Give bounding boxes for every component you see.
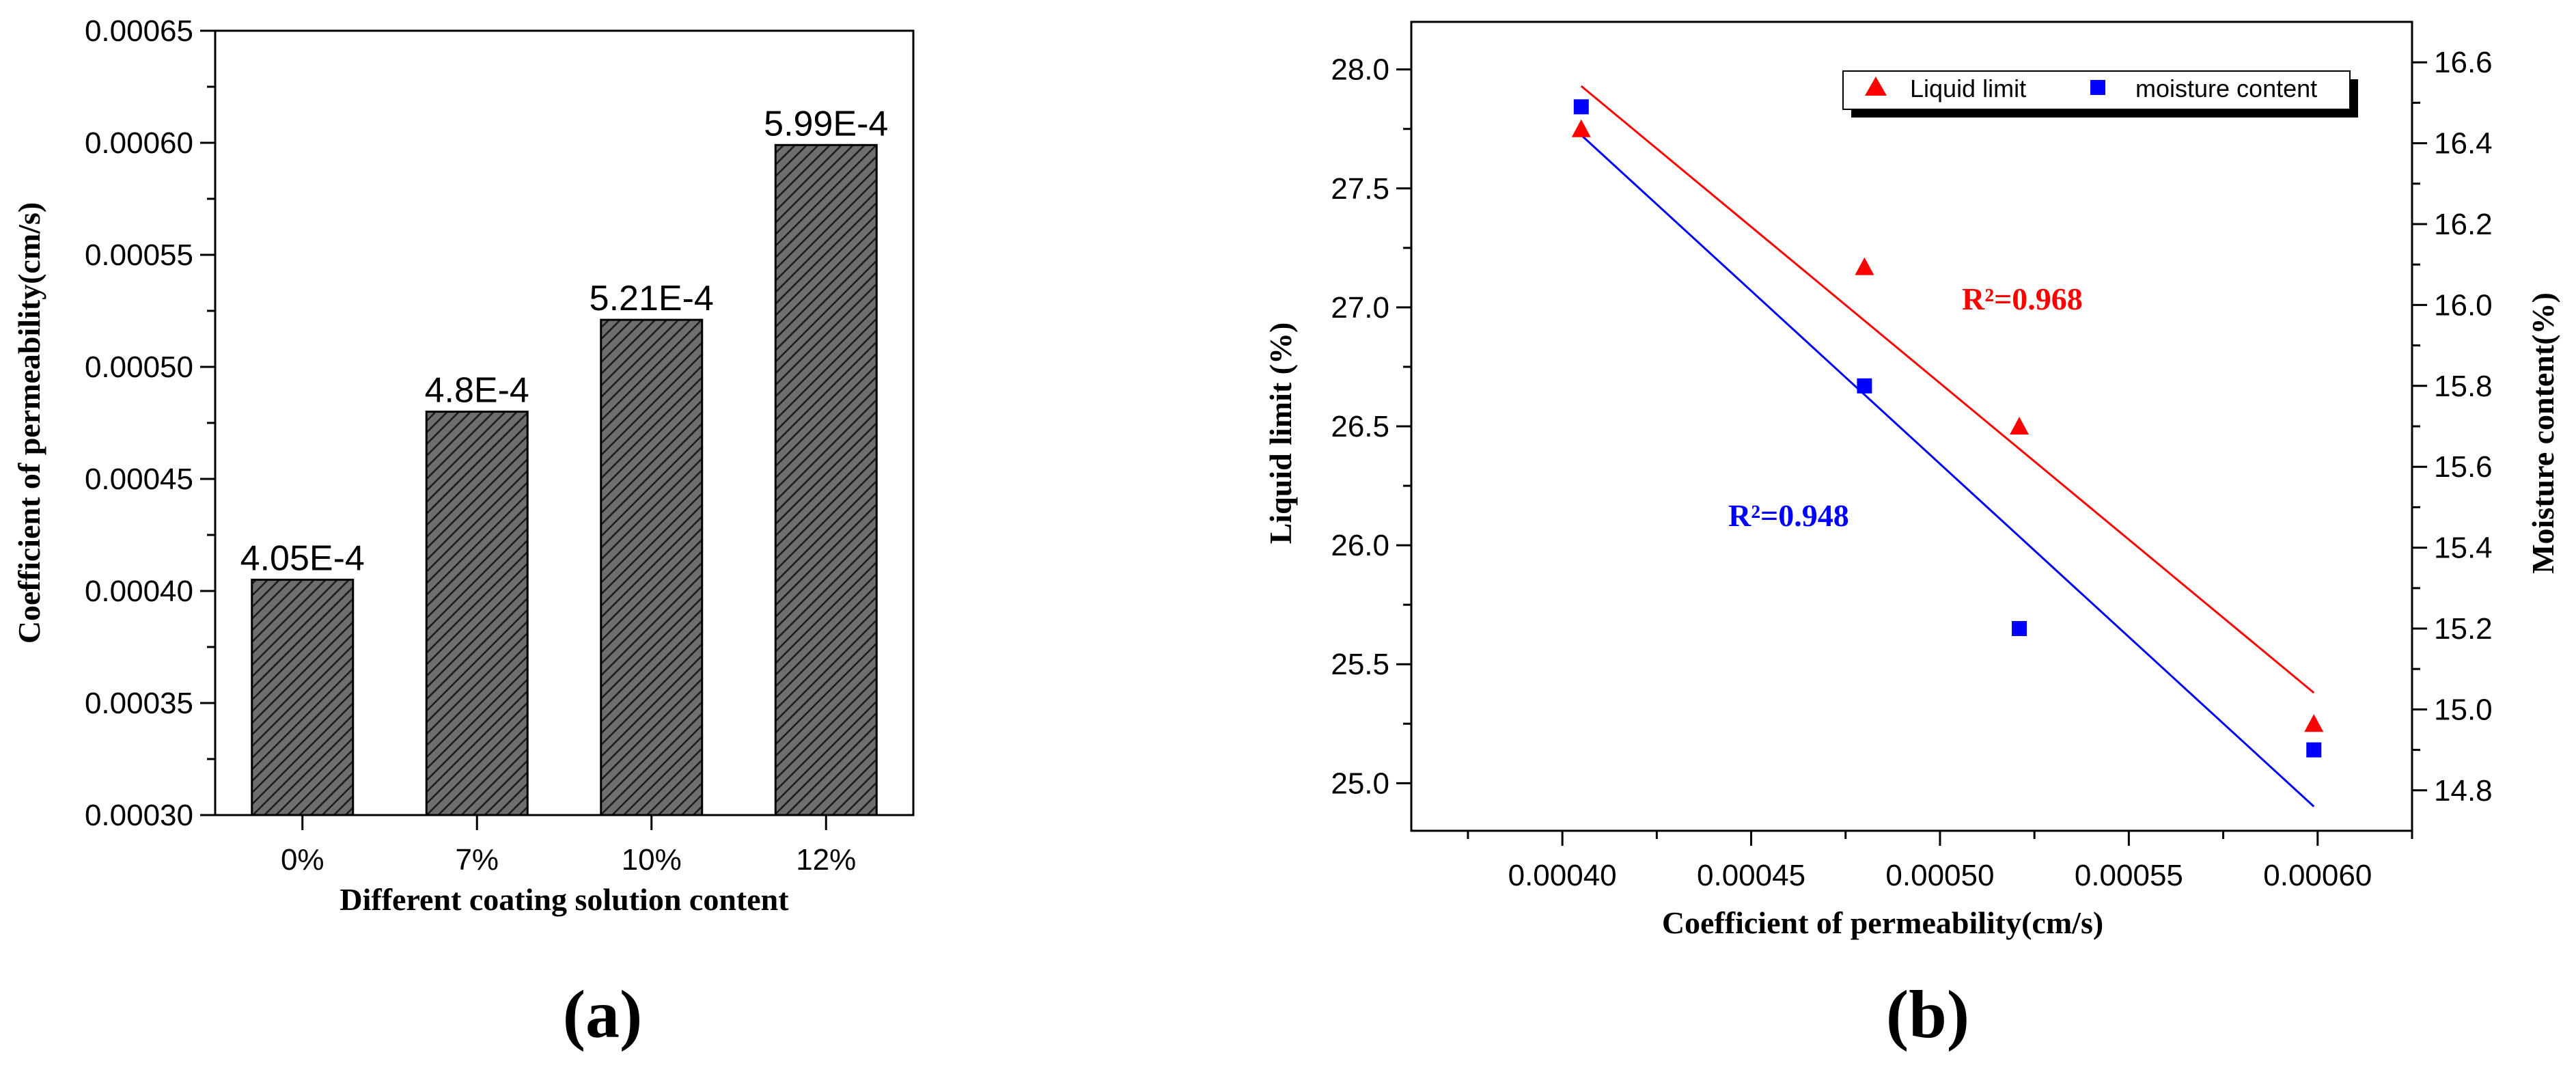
- point-liquid-limit: [2010, 417, 2030, 435]
- data-labels-a: 4.05E-4 4.8E-4 5.21E-4 5.99E-4: [240, 104, 889, 578]
- x-tick-label-b: 0.00050: [1885, 859, 1994, 892]
- y-tick-label-a: 0.00030: [85, 799, 193, 832]
- legend-label-moisture-content: moisture content: [2135, 74, 2317, 102]
- scatter-chart-b: 25.0 25.5 26.0 26.5 27.0 27.5 28.0 14.8 15.0 15.…: [1263, 20, 2560, 1052]
- y-tick-label-left-b: 25.0: [1331, 767, 1389, 800]
- panel-label-b: (b): [1886, 976, 1969, 1052]
- y-tick-label-left-b: 28.0: [1331, 53, 1389, 87]
- y-tick-label-right-b: 15.2: [2434, 612, 2493, 646]
- legend-b: Liquid limit moisture content: [1842, 70, 2358, 118]
- x-tick-label-a: 10%: [622, 843, 682, 877]
- y-tick-label-a: 0.00040: [85, 575, 193, 608]
- point-moisture-content: [1857, 378, 1872, 394]
- y-tick-label-right-b: 16.6: [2434, 46, 2493, 79]
- y-tick-label-left-b: 27.0: [1331, 291, 1389, 325]
- r2-label-moisture-content: R²=0.948: [1728, 498, 1849, 533]
- y-axis-right-b: 14.8 15.0 15.2 15.4 15.6 15.8 16.0 16.2 16.4 16.6: [2412, 46, 2493, 808]
- y-tick-label-right-b: 15.6: [2434, 450, 2493, 484]
- y-tick-label-left-b: 25.5: [1331, 648, 1389, 681]
- point-liquid-limit: [1571, 119, 1591, 137]
- x-tick-label-b: 0.00055: [2075, 859, 2183, 892]
- point-moisture-content: [1573, 99, 1589, 115]
- y-tick-label-a: 0.00060: [85, 126, 193, 160]
- legend-marker-liquid-limit: [1865, 77, 1887, 96]
- x-tick-label-a: 7%: [455, 843, 499, 877]
- y-axis-title-a: Coefficient of permeability(cm/s): [12, 202, 46, 644]
- x-tick-label-b: 0.00060: [2263, 859, 2372, 892]
- y-axis-left-b: 25.0 25.5 26.0 26.5 27.0 27.5 28.0: [1331, 53, 1411, 800]
- y-tick-label-left-b: 26.5: [1331, 410, 1389, 443]
- legend-label-liquid-limit: Liquid limit: [1910, 74, 2026, 102]
- bar-a: [774, 143, 878, 816]
- y-tick-label-right-b: 16.4: [2434, 127, 2493, 161]
- fit-lines-b: [1580, 85, 2315, 808]
- x-tick-label-a: 12%: [796, 843, 856, 877]
- y-tick-label-a: 0.00055: [85, 238, 193, 272]
- bar-value-label-a: 5.21E-4: [590, 279, 714, 318]
- x-tick-label-b: 0.00045: [1697, 859, 1805, 892]
- y-tick-label-right-b: 16.2: [2434, 208, 2493, 241]
- x-axis-b: 0.00040 0.00045 0.00050 0.00055 0.00060: [1467, 831, 2413, 892]
- y-tick-label-right-b: 14.8: [2434, 774, 2493, 808]
- y-tick-label-a: 0.00035: [85, 687, 193, 720]
- legend-marker-moisture-content: [2090, 80, 2105, 95]
- y-tick-label-right-b: 15.0: [2434, 693, 2493, 726]
- fit-line-moisture-content: [1580, 134, 2315, 808]
- point-moisture-content: [2306, 742, 2322, 758]
- x-tick-label-b: 0.00040: [1508, 859, 1617, 892]
- bar-a: [425, 411, 529, 816]
- point-liquid-limit: [2304, 714, 2324, 732]
- y-tick-label-right-b: 15.8: [2434, 370, 2493, 403]
- y-tick-label-right-b: 15.4: [2434, 532, 2493, 565]
- y-tick-label-right-b: 16.0: [2434, 288, 2493, 322]
- r2-label-liquid-limit: R²=0.968: [1962, 281, 2083, 316]
- plot-frame-b: [1410, 20, 2413, 832]
- x-axis-a: 0% 7% 10% 12%: [281, 815, 856, 877]
- panel-label-a: (a): [563, 976, 643, 1052]
- point-liquid-limit: [1855, 257, 1874, 275]
- points-b: [1571, 99, 2324, 758]
- y-axis-title-left-b: Liquid limit (%): [1263, 322, 1298, 545]
- y-axis-title-right-b: Moisture content(%): [2525, 292, 2560, 574]
- y-tick-label-left-b: 27.5: [1331, 172, 1389, 206]
- bar-value-label-a: 5.99E-4: [764, 104, 888, 143]
- y-tick-label-left-b: 26.0: [1331, 529, 1389, 562]
- y-tick-label-a: 0.00065: [85, 14, 193, 48]
- x-axis-title-b: Coefficient of permeability(cm/s): [1662, 905, 2103, 940]
- point-moisture-content: [2012, 621, 2027, 636]
- y-tick-label-a: 0.00045: [85, 463, 193, 496]
- bar-chart-a: 0.00030 0.00035 0.00040 0.00045 0.00050 0.000…: [12, 14, 915, 1052]
- bar-a: [600, 318, 704, 816]
- y-axis-a: 0.00030 0.00035 0.00040 0.00045 0.00050 0.000…: [85, 14, 215, 832]
- x-axis-title-a: Different coating solution content: [340, 882, 789, 917]
- bar-a: [251, 579, 355, 816]
- bar-value-label-a: 4.8E-4: [425, 371, 529, 411]
- y-tick-label-a: 0.00050: [85, 350, 193, 384]
- bars-a: [251, 143, 878, 816]
- bar-value-label-a: 4.05E-4: [240, 539, 365, 579]
- fit-line-liquid-limit: [1580, 85, 2315, 694]
- x-tick-label-a: 0%: [281, 843, 324, 877]
